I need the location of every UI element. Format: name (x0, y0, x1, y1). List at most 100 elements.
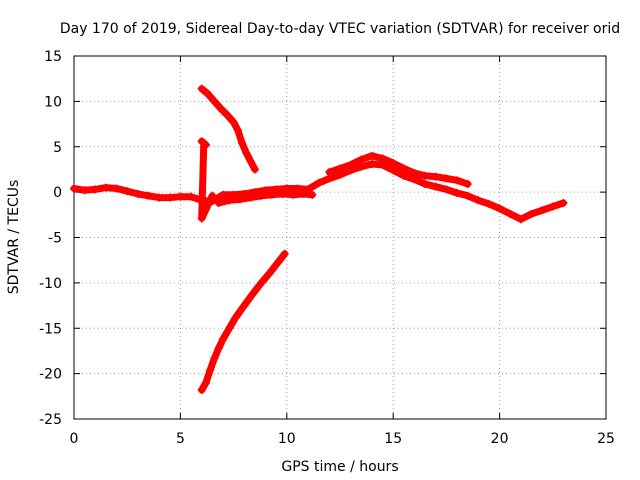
data-point (80, 186, 89, 195)
data-points (70, 84, 568, 394)
data-point (223, 110, 232, 119)
data-point (204, 90, 213, 99)
x-tick-label: 0 (70, 431, 79, 447)
data-point (453, 176, 462, 185)
data-point (421, 179, 430, 188)
data-point (235, 195, 244, 204)
data-point (257, 191, 266, 200)
data-point (548, 202, 557, 211)
data-point (265, 268, 274, 277)
data-point (267, 190, 276, 199)
data-point (246, 193, 255, 202)
x-tick-label: 20 (491, 431, 509, 447)
series-trace (198, 85, 259, 173)
y-tick-label: 10 (44, 94, 62, 110)
data-point (214, 344, 223, 353)
data-point (495, 204, 504, 213)
data-point (201, 378, 210, 387)
data-point (474, 196, 483, 205)
data-point (165, 193, 174, 202)
data-point (463, 179, 472, 188)
data-point (357, 162, 366, 171)
grid-lines (74, 56, 606, 419)
y-tick-label: -5 (48, 231, 62, 247)
series-trace (215, 190, 316, 207)
data-point (274, 258, 283, 267)
chart-title: Day 170 of 2019, Sidereal Day-to-day VTE… (60, 21, 620, 37)
data-point (229, 118, 238, 127)
data-point (538, 206, 547, 215)
x-tick-label: 25 (597, 431, 615, 447)
data-point (299, 189, 308, 198)
y-tick-label: -25 (39, 412, 62, 428)
data-point (218, 335, 227, 344)
data-point (218, 190, 227, 199)
x-tick-label: 10 (278, 431, 296, 447)
data-point (133, 189, 142, 198)
data-point (399, 171, 408, 180)
data-point (91, 185, 100, 194)
data-point (389, 159, 398, 168)
data-point (308, 190, 317, 199)
data-point (431, 182, 440, 191)
x-tick-label: 15 (384, 431, 402, 447)
data-point (378, 154, 387, 163)
data-point (225, 196, 234, 205)
data-point (431, 172, 440, 181)
data-point (240, 301, 249, 310)
data-point (155, 193, 164, 202)
data-point (231, 313, 240, 322)
y-tick-label: 5 (53, 140, 62, 156)
data-point (233, 126, 242, 135)
y-tick-label: -10 (39, 276, 62, 292)
x-axis-label: GPS time / hours (281, 459, 398, 475)
data-point (442, 174, 451, 183)
data-series (325, 151, 472, 188)
data-point (206, 365, 215, 374)
data-point (101, 183, 110, 192)
data-point (197, 214, 206, 223)
data-point (199, 139, 208, 148)
data-point (238, 139, 247, 148)
data-point (176, 192, 185, 201)
data-point (389, 166, 398, 175)
data-point (484, 199, 493, 208)
data-point (250, 165, 259, 174)
data-point (336, 164, 344, 173)
data-point (367, 151, 376, 160)
data-point (325, 168, 334, 177)
data-series (197, 84, 259, 174)
data-point (314, 179, 323, 188)
data-point (559, 199, 568, 208)
data-point (516, 215, 525, 224)
data-point (357, 155, 366, 164)
data-point (527, 209, 536, 218)
y-tick-label: 15 (44, 49, 62, 65)
data-series (70, 159, 568, 224)
data-point (208, 191, 217, 200)
data-point (506, 209, 515, 218)
data-point (225, 324, 234, 333)
data-point (367, 159, 376, 168)
data-point (399, 164, 408, 173)
data-point (453, 189, 462, 198)
x-tick-label: 5 (176, 431, 185, 447)
data-point (214, 199, 223, 208)
data-point (216, 104, 225, 113)
data-point (187, 192, 196, 201)
data-series (197, 249, 289, 394)
data-point (197, 84, 206, 93)
axis-ticks: 0 5 10 15 20 25 -25 -20 -15 -10 -5 0 5 10 15 (39, 49, 615, 447)
data-point (410, 169, 419, 178)
data-series (214, 189, 317, 208)
data-point (123, 187, 132, 196)
data-point (112, 184, 121, 193)
data-point (246, 157, 255, 166)
series-trace (198, 137, 216, 222)
data-point (210, 354, 219, 363)
data-point (197, 385, 206, 394)
y-tick-label: 0 (53, 185, 62, 201)
data-point (346, 160, 355, 169)
y-tick-label: -20 (39, 367, 62, 383)
